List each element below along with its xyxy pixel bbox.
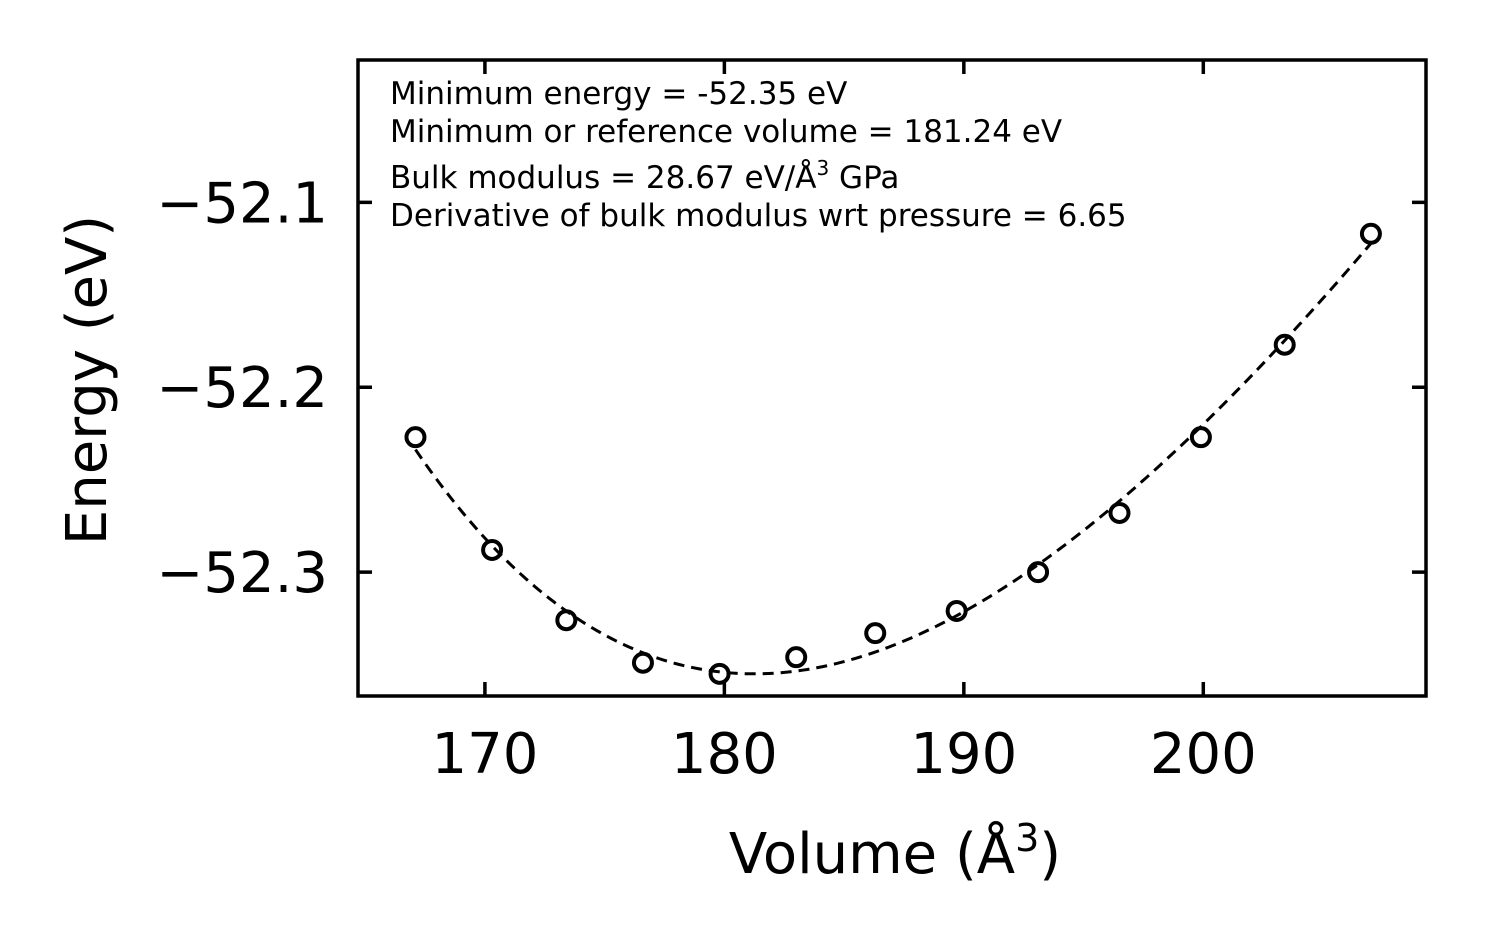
data-point: [785, 646, 808, 669]
data-point: [864, 622, 887, 645]
annotation-bulk-modulus: Bulk modulus = 28.67 eV/Å3 GPa: [390, 156, 899, 196]
x-tick-label: 170: [431, 722, 538, 787]
data-point: [708, 662, 731, 685]
data-point: [1273, 333, 1296, 356]
y-tick-label: −52.3: [156, 541, 328, 606]
annotation-bulk-modulus-tail: GPa: [829, 160, 899, 196]
data-point: [1027, 561, 1050, 584]
plot-frame: [356, 58, 1428, 698]
fit-curve-layer: [414, 242, 1373, 676]
x-tick-label: 180: [671, 722, 778, 787]
data-point: [945, 599, 968, 622]
annotation-bulk-modulus-derivative: Derivative of bulk modulus wrt pressure …: [390, 198, 1127, 234]
annotation-min-energy: Minimum energy = -52.35 eV: [390, 76, 847, 112]
data-point: [631, 651, 654, 674]
data-point: [481, 538, 504, 561]
annotation-bulk-modulus-sup: 3: [816, 156, 829, 180]
x-axis-label: Volume (Å3): [729, 816, 1061, 887]
y-axis-label: Energy (eV): [55, 215, 120, 545]
annotation-box: Minimum energy = -52.35 eV Minimum or re…: [390, 76, 1127, 234]
annotation-bulk-modulus-text: Bulk modulus = 28.67 eV/Å: [390, 160, 816, 196]
ticks-layer: 170 180 190 200 −52.1 −52.2 −52.3: [156, 60, 1426, 787]
x-tick-label: 190: [910, 722, 1017, 787]
fit-curve: [414, 242, 1373, 676]
y-tick-label: −52.1: [156, 171, 328, 236]
x-axis-label-tail: ): [1039, 822, 1061, 887]
data-point: [404, 426, 427, 449]
data-point: [1108, 501, 1131, 524]
x-tick-label: 200: [1150, 722, 1257, 787]
data-point: [1359, 222, 1382, 245]
data-point: [555, 609, 578, 632]
y-tick-label: −52.2: [156, 356, 328, 421]
annotation-ref-volume: Minimum or reference volume = 181.24 eV: [390, 114, 1062, 150]
data-point: [1189, 426, 1212, 449]
x-axis-label-sup: 3: [1015, 816, 1039, 860]
data-points-layer: [404, 222, 1382, 685]
x-axis-label-text: Volume (Å: [729, 821, 1015, 887]
